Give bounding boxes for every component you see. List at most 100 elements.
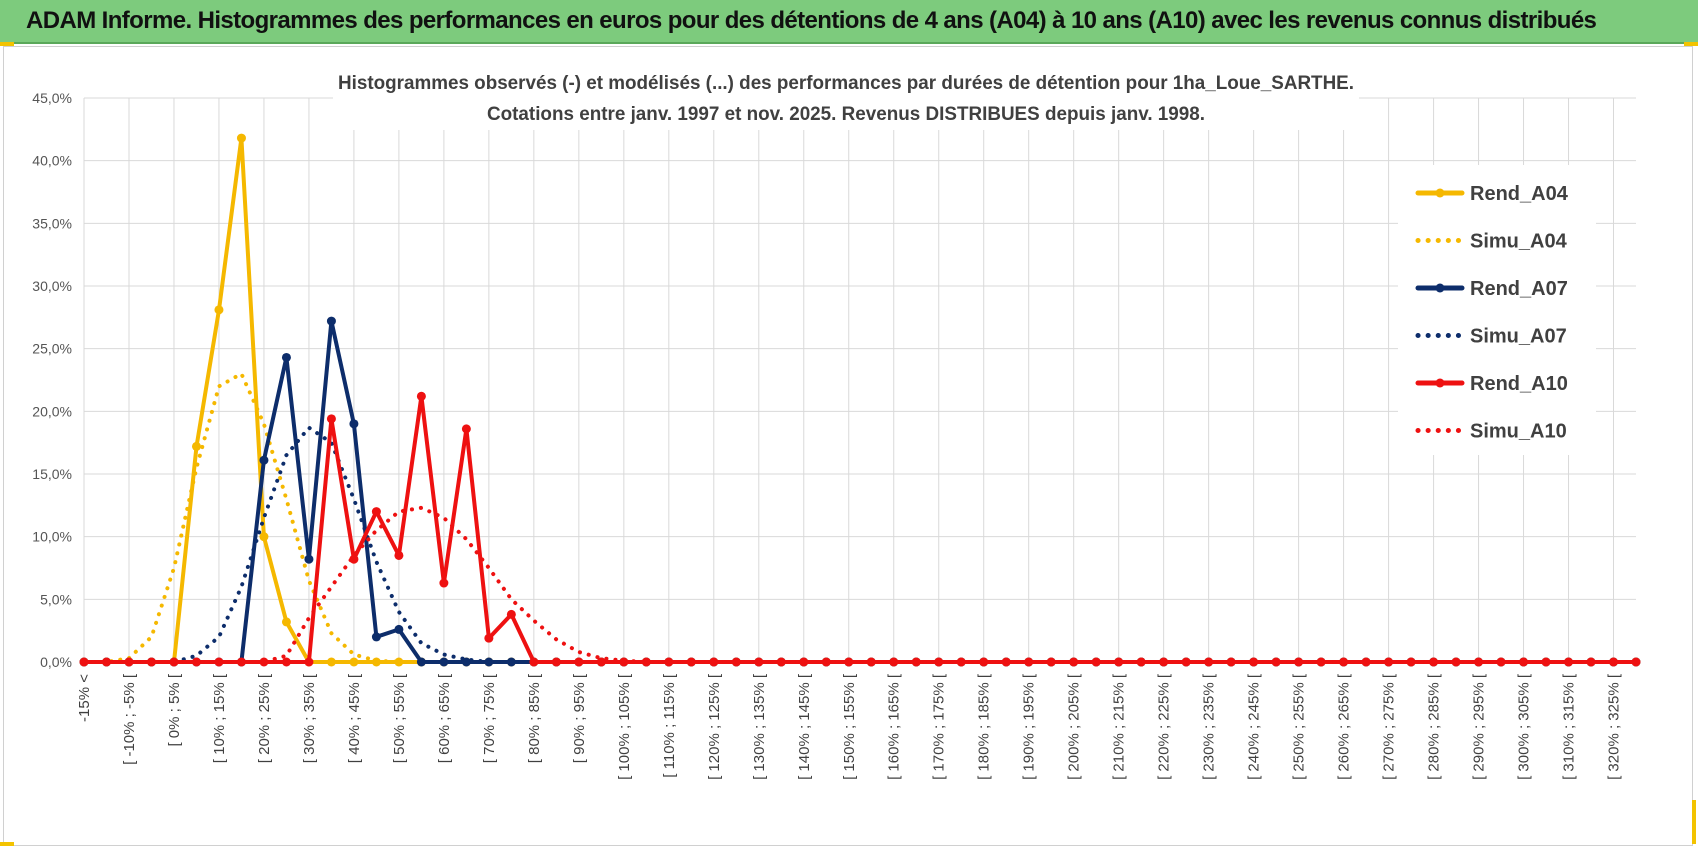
data-point-Rend_A10 bbox=[281, 657, 291, 667]
data-point-Rend_A10 bbox=[506, 609, 516, 619]
data-point-Rend_A10 bbox=[1564, 657, 1574, 667]
series-Simu_A07 bbox=[82, 425, 1638, 664]
x-tick-label: [ 270% ; 275% [ bbox=[1381, 673, 1398, 780]
data-point-Rend_A10 bbox=[439, 578, 449, 588]
data-point-Rend_A07 bbox=[304, 554, 314, 564]
data-point-Rend_A07 bbox=[259, 455, 269, 465]
data-point-Rend_A10 bbox=[686, 657, 696, 667]
data-point-Rend_A07 bbox=[394, 624, 404, 634]
x-tick-label: [ 70% ; 75% [ bbox=[481, 673, 498, 763]
legend-label-Rend_A10: Rend_A10 bbox=[1470, 373, 1568, 395]
x-tick-label: [ 100% ; 105% [ bbox=[616, 673, 633, 780]
data-point-Rend_A10 bbox=[304, 657, 314, 667]
y-tick-label: 25,0% bbox=[32, 341, 72, 357]
data-point-Rend_A10 bbox=[551, 657, 561, 667]
data-point-Rend_A10 bbox=[236, 657, 246, 667]
data-point-Rend_A10 bbox=[934, 657, 944, 667]
data-point-Rend_A04 bbox=[191, 441, 201, 451]
x-tick-label: [ 200% ; 205% [ bbox=[1066, 673, 1083, 780]
x-tick-label: [ 300% ; 305% [ bbox=[1516, 673, 1533, 780]
report-banner: ADAM Informe. Histogrammes des performan… bbox=[0, 0, 1698, 44]
data-point-Rend_A10 bbox=[574, 657, 584, 667]
x-tick-label: [ 130% ; 135% [ bbox=[751, 673, 768, 780]
corner-mark-top-left bbox=[0, 42, 14, 46]
x-tick-label: [ 260% ; 265% [ bbox=[1336, 673, 1353, 780]
data-point-Rend_A04 bbox=[236, 133, 246, 143]
data-point-Rend_A10 bbox=[1226, 657, 1236, 667]
data-point-Rend_A10 bbox=[1361, 657, 1371, 667]
data-point-Rend_A10 bbox=[461, 424, 471, 434]
x-tick-label: [ 310% ; 315% [ bbox=[1561, 673, 1578, 780]
legend-label-Simu_A10: Simu_A10 bbox=[1470, 421, 1567, 443]
data-point-Rend_A04 bbox=[394, 657, 404, 667]
report-title: ADAM Informe. Histogrammes des performan… bbox=[26, 7, 1597, 34]
legend-marker-Rend_A04 bbox=[1435, 188, 1445, 198]
data-point-Rend_A10 bbox=[799, 657, 809, 667]
data-point-Rend_A10 bbox=[754, 657, 764, 667]
corner-mark-bottom-left bbox=[0, 842, 14, 846]
data-point-Rend_A10 bbox=[371, 507, 381, 517]
legend-label-Rend_A07: Rend_A07 bbox=[1470, 278, 1568, 300]
data-point-Rend_A07 bbox=[326, 316, 336, 326]
x-tick-label: [ 150% ; 155% [ bbox=[841, 673, 858, 780]
y-tick-label: 5,0% bbox=[40, 591, 72, 607]
data-point-Rend_A10 bbox=[889, 657, 899, 667]
data-point-Rend_A04 bbox=[259, 532, 269, 542]
x-tick-label: [ 20% ; 25% [ bbox=[256, 673, 273, 763]
data-point-Rend_A10 bbox=[1316, 657, 1326, 667]
x-tick-label: [ 220% ; 225% [ bbox=[1156, 673, 1173, 780]
data-point-Rend_A10 bbox=[1069, 657, 1079, 667]
x-tick-label: [ 10% ; 15% [ bbox=[211, 673, 228, 763]
x-tick-label: [ 30% ; 35% [ bbox=[301, 673, 318, 763]
data-point-Rend_A10 bbox=[1406, 657, 1416, 667]
x-tick-label: -15% < bbox=[76, 674, 93, 722]
y-tick-label: 15,0% bbox=[32, 466, 72, 482]
x-tick-label: [ 160% ; 165% [ bbox=[886, 673, 903, 780]
data-point-Rend_A10 bbox=[979, 657, 989, 667]
data-point-Rend_A10 bbox=[484, 633, 494, 643]
data-point-Rend_A07 bbox=[281, 352, 291, 362]
x-tick-label: [ 180% ; 185% [ bbox=[976, 673, 993, 780]
data-point-Rend_A10 bbox=[191, 657, 201, 667]
chart-title: Histogrammes observés (-) et modélisés (… bbox=[333, 60, 1359, 130]
x-tick-label: [ 90% ; 95% [ bbox=[571, 673, 588, 763]
x-tick-label: [ 140% ; 145% [ bbox=[796, 673, 813, 780]
series-lines bbox=[79, 133, 1641, 667]
data-point-Rend_A10 bbox=[1496, 657, 1506, 667]
y-tick-label: 35,0% bbox=[32, 215, 72, 231]
x-tick-label: [ 280% ; 285% [ bbox=[1426, 673, 1443, 780]
data-point-Rend_A10 bbox=[101, 657, 111, 667]
data-point-Rend_A10 bbox=[1271, 657, 1281, 667]
data-point-Rend_A04 bbox=[281, 617, 291, 627]
data-point-Rend_A10 bbox=[596, 657, 606, 667]
y-axis-tick-labels: 0,0% 5,0% 10,0% 15,0% 20,0% 25,0% 30,0% 35,0% 40… bbox=[32, 90, 72, 670]
data-point-Rend_A07 bbox=[349, 419, 359, 429]
data-point-Rend_A10 bbox=[844, 657, 854, 667]
x-tick-label: [ 50% ; 55% [ bbox=[391, 673, 408, 763]
x-tick-label: [ 210% ; 215% [ bbox=[1111, 673, 1128, 780]
data-point-Rend_A04 bbox=[326, 657, 336, 667]
data-point-Rend_A10 bbox=[731, 657, 741, 667]
data-point-Rend_A10 bbox=[1451, 657, 1461, 667]
x-tick-label: [ -10% ; -5% [ bbox=[121, 673, 138, 765]
x-tick-label: [ 290% ; 295% [ bbox=[1471, 673, 1488, 780]
y-tick-label: 10,0% bbox=[32, 529, 72, 545]
data-point-Rend_A07 bbox=[416, 657, 426, 667]
data-point-Rend_A10 bbox=[326, 414, 336, 424]
x-tick-label: [ 0% ; 5% [ bbox=[166, 673, 183, 746]
data-point-Rend_A04 bbox=[349, 657, 359, 667]
data-point-Rend_A04 bbox=[214, 305, 224, 315]
x-tick-label: [ 40% ; 45% [ bbox=[346, 673, 363, 763]
legend-label-Simu_A07: Simu_A07 bbox=[1470, 326, 1567, 348]
y-tick-label: 20,0% bbox=[32, 403, 72, 419]
x-tick-label: [ 170% ; 175% [ bbox=[931, 673, 948, 780]
x-tick-label: [ 60% ; 65% [ bbox=[436, 673, 453, 763]
chart-title-line-1: Histogrammes observés (-) et modélisés (… bbox=[338, 72, 1354, 94]
legend-background bbox=[1398, 165, 1596, 455]
data-point-Rend_A10 bbox=[416, 391, 426, 401]
y-tick-label: 40,0% bbox=[32, 153, 72, 169]
x-axis-tick-labels: -15% < [ -10% ; -5% [ [ 0% ; 5% [ [ 10% ; 1… bbox=[76, 673, 1623, 780]
data-point-Rend_A10 bbox=[1609, 657, 1619, 667]
data-point-Rend_A10 bbox=[529, 657, 539, 667]
